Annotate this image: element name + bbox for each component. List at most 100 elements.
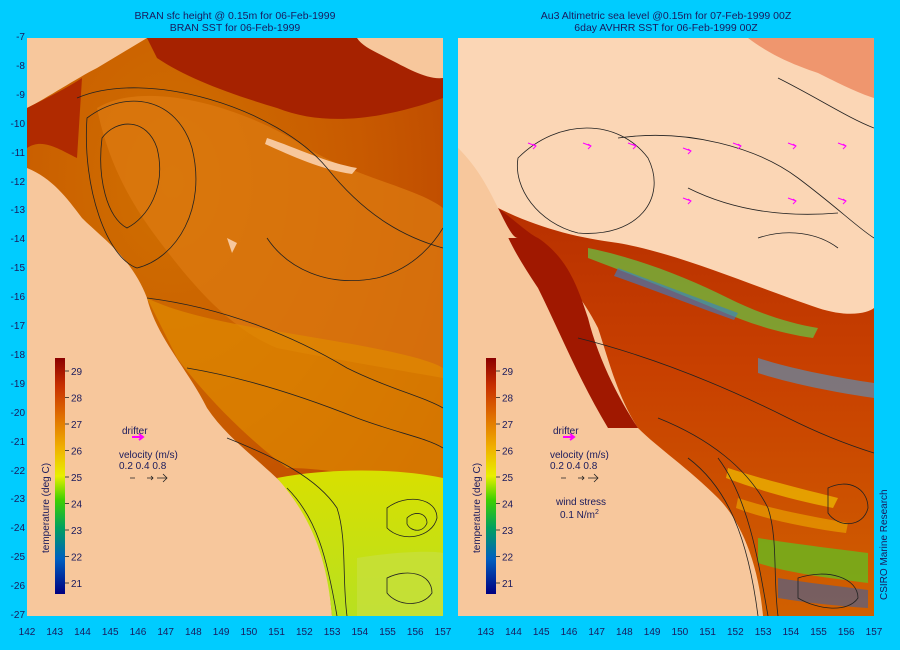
- colorbar-tick-label: 21: [71, 579, 83, 590]
- temperature-colorbar: temperature (deg C) 29 28 27 26 25 24 23 22 21: [472, 358, 514, 594]
- left-map-panel[interactable]: temperature (deg C) 29 28 27 26 25 24 23 22 21 d…: [27, 38, 443, 616]
- latitude-label: -15: [10, 263, 25, 275]
- longitude-label: 142: [18, 627, 36, 638]
- latitude-label: -19: [10, 378, 25, 390]
- colorbar-tick-label: 26: [71, 447, 83, 458]
- wind-stress-arrows: [527, 142, 847, 205]
- latitude-label: -8: [16, 60, 25, 72]
- sst-cool-patch: [357, 551, 443, 616]
- wind-stress-title: wind stress: [555, 497, 606, 508]
- coast-west: [458, 148, 518, 238]
- longitude-label: 144: [74, 627, 91, 638]
- longitude-label: 154: [351, 627, 369, 638]
- latitude-label: -12: [10, 176, 25, 188]
- colorbar-tick-label: 22: [502, 553, 514, 564]
- velocity-arrows-icon: [130, 473, 168, 483]
- colorbar-tick-label: 21: [502, 579, 514, 590]
- left-title-line2: BRAN SST for 06-Feb-1999: [169, 22, 301, 34]
- colorbar-tick-label: 23: [71, 526, 83, 537]
- longitude-label: 147: [157, 627, 174, 638]
- left-panel-title: BRAN sfc height @ 0.15m for 06-Feb-1999 …: [27, 10, 443, 34]
- colorbar-gradient: [55, 358, 65, 594]
- longitude-label: 148: [185, 627, 202, 638]
- colorbar-tick-label: 25: [71, 473, 83, 484]
- longitude-label: 145: [532, 627, 550, 638]
- longitude-label: 151: [268, 627, 285, 638]
- longitude-label: 152: [295, 627, 313, 638]
- colorbar-tick-label: 24: [502, 500, 514, 511]
- sst-mid-band: [147, 298, 443, 498]
- map-legend: drifter velocity (m/s) 0.2 0.4 0.8: [119, 426, 178, 483]
- longitude-label: 143: [477, 627, 495, 638]
- longitude-label: 157: [434, 627, 452, 638]
- longitude-label: 150: [240, 627, 258, 638]
- sst-speckle: [588, 248, 874, 608]
- longitude-label: 150: [671, 627, 689, 638]
- longitude-label: 152: [726, 627, 744, 638]
- png-land: [357, 38, 443, 79]
- drifter-marker-icon: [132, 433, 145, 441]
- latitude-label: -26: [10, 581, 25, 593]
- velocity-title: velocity (m/s): [550, 450, 609, 461]
- colorbar-tick-label: 24: [71, 500, 83, 511]
- latitude-label: -27: [10, 610, 25, 621]
- drifter-marker-icon: [563, 433, 576, 441]
- longitude-label: 155: [810, 627, 827, 638]
- latitude-label: -18: [10, 349, 25, 361]
- longitude-label: 148: [616, 627, 633, 638]
- longitude-label: 145: [101, 627, 119, 638]
- latitude-label: -14: [10, 234, 25, 246]
- sst-hot-coast: [498, 208, 638, 428]
- right-map[interactable]: temperature (deg C) 29 28 27 26 25 24 23 22 21 d…: [458, 38, 874, 616]
- colorbar-tick-label: 29: [71, 367, 83, 378]
- longitude-label: 154: [782, 627, 800, 638]
- left-map[interactable]: temperature (deg C) 29 28 27 26 25 24 23 22 21 d…: [27, 38, 443, 616]
- colorbar-tick-label: 28: [71, 394, 83, 405]
- longitude-label: 147: [588, 627, 605, 638]
- latitude-label: -13: [10, 205, 25, 217]
- latitude-label: -25: [10, 552, 25, 564]
- longitude-label: 143: [46, 627, 64, 638]
- png-region: [748, 38, 874, 98]
- left-title-line1: BRAN sfc height @ 0.15m for 06-Feb-1999: [134, 10, 336, 22]
- velocity-title: velocity (m/s): [119, 450, 178, 461]
- latitude-label: -9: [16, 89, 25, 101]
- latitude-label: -23: [10, 494, 25, 506]
- credit-label: CSIRO Marine Research: [879, 489, 890, 600]
- longitude-label: 156: [837, 627, 855, 638]
- sst-hot-north: [147, 38, 443, 119]
- right-map-panel[interactable]: temperature (deg C) 29 28 27 26 25 24 23 22 21 d…: [458, 38, 874, 616]
- right-panel-title: Au3 Altimetric sea level @0.15m for 07-F…: [458, 10, 874, 34]
- colorbar-tick-label: 22: [71, 553, 83, 564]
- sea-level-contours: [76, 87, 443, 616]
- latitude-label: -16: [10, 292, 25, 304]
- longitude-label: 155: [379, 627, 396, 638]
- latitude-label: -10: [10, 118, 25, 130]
- velocity-arrows-icon: [561, 473, 599, 483]
- colorbar-tick-label: 29: [502, 367, 514, 378]
- small-island: [227, 238, 237, 253]
- longitude-label: 156: [406, 627, 424, 638]
- right-title-line2: 6day AVHRR SST for 06-Feb-1999 00Z: [574, 22, 758, 34]
- colorbar-tick-label: 27: [502, 420, 514, 431]
- sea-level-contours: [516, 77, 874, 616]
- velocity-values: 0.2 0.4 0.8: [119, 461, 167, 472]
- colorbar-tick-label: 26: [502, 447, 514, 458]
- sst-hot-west: [27, 78, 82, 158]
- latitude-label: -22: [10, 465, 25, 477]
- longitude-label: 151: [699, 627, 716, 638]
- latitude-label: -7: [16, 32, 25, 43]
- colorbar-title: temperature (deg C): [41, 463, 52, 553]
- colorbar-gradient: [486, 358, 496, 594]
- longitude-label: 153: [323, 627, 341, 638]
- longitude-label: 146: [129, 627, 147, 638]
- latitude-label: -21: [10, 436, 25, 448]
- no-data-region: [458, 38, 874, 314]
- colorbar-tick-label: 27: [71, 420, 83, 431]
- longitude-label: 149: [212, 627, 230, 638]
- colorbar-tick-label: 23: [502, 526, 514, 537]
- right-title-line1: Au3 Altimetric sea level @0.15m for 07-F…: [540, 10, 792, 22]
- latitude-label: -24: [10, 523, 25, 535]
- colorbar-tick-label: 25: [502, 473, 514, 484]
- map-legend: drifter velocity (m/s) 0.2 0.4 0.8 wind …: [550, 426, 609, 521]
